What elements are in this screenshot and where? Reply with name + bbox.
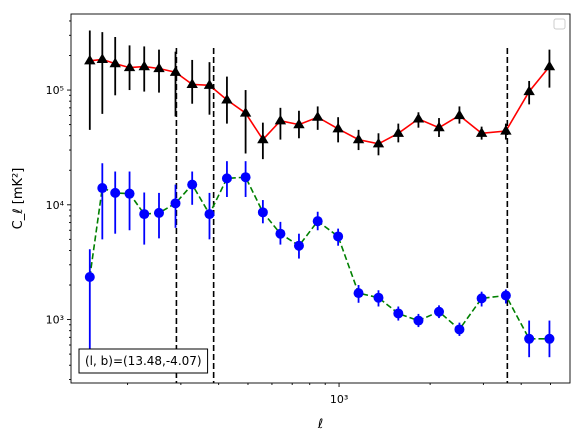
series-1-point-21: [454, 324, 465, 335]
series-0: [84, 30, 556, 160]
ticks-layer: 10³ 10⁴ 10⁵ 10³: [46, 20, 551, 406]
series-0-point-9: [221, 93, 233, 104]
series-0-point-22: [475, 127, 488, 137]
series-0-point-24: [523, 85, 535, 96]
series-1-point-18: [393, 308, 404, 319]
series-0-point-1: [96, 53, 109, 63]
series-1-point-11: [257, 207, 268, 218]
legend-box: [553, 18, 566, 30]
series-1-point-2: [110, 187, 121, 198]
series-0-point-12: [274, 114, 287, 125]
series-0-point-4: [138, 60, 150, 71]
plot-layer: [84, 30, 556, 383]
series-0-point-14: [311, 111, 324, 121]
series-1-point-9: [221, 173, 232, 184]
series-1-point-24: [524, 333, 535, 344]
series-0-point-0: [84, 54, 96, 65]
y-tick-label-1: 10⁴: [46, 199, 65, 212]
series-1-point-4: [139, 209, 150, 220]
series-1: [84, 161, 555, 359]
series-1-point-25: [544, 333, 555, 344]
x-axis-label: ℓ: [317, 417, 323, 432]
series-1-point-12: [275, 228, 286, 239]
series-1-point-17: [373, 292, 384, 303]
series-0-point-21: [453, 109, 466, 120]
y-axis-label: C_ℓ [mK²]: [11, 168, 26, 230]
annotation-text: (l, b)=(13.48,-4.07): [85, 354, 202, 368]
series-1-point-19: [413, 315, 424, 326]
series-0-point-19: [412, 112, 425, 123]
series-0-point-2: [109, 57, 121, 68]
series-0-point-20: [433, 121, 445, 132]
y-tick-label-2: 10⁵: [46, 84, 64, 97]
series-0-point-15: [332, 122, 344, 133]
annotation-box: (l, b)=(13.48,-4.07): [78, 348, 209, 374]
series-0-point-7: [186, 78, 198, 89]
series-1-point-15: [333, 231, 344, 242]
series-0-point-16: [352, 133, 365, 144]
series-1-point-13: [293, 240, 304, 251]
series-1-point-1: [97, 183, 108, 194]
series-0-point-6: [169, 66, 182, 76]
x-tick-label-0: 10³: [330, 393, 348, 406]
series-1-point-8: [204, 209, 215, 220]
series-1-point-5: [153, 207, 164, 218]
series-1-point-7: [187, 179, 198, 190]
series-0-point-18: [392, 127, 405, 137]
y-tick-label-0: 10³: [46, 314, 64, 327]
series-1-point-22: [476, 293, 487, 304]
series-0-point-5: [153, 62, 165, 73]
series-1-point-16: [353, 288, 364, 299]
series-1-point-20: [434, 306, 445, 317]
series-1-point-0: [84, 271, 95, 282]
series-1-point-10: [240, 172, 251, 183]
series-1-point-6: [170, 198, 181, 209]
series-1-point-14: [312, 216, 323, 227]
series-0-point-11: [257, 133, 269, 144]
series-0-point-23: [500, 124, 512, 135]
series-1-point-3: [124, 188, 135, 199]
legend-frame: [553, 18, 566, 30]
series-0-point-3: [123, 61, 136, 72]
series-0-point-17: [372, 137, 385, 148]
plot-frame: [70, 13, 571, 384]
series-0-point-25: [543, 60, 556, 71]
series-0-point-10: [239, 107, 252, 117]
series-0-point-13: [293, 118, 305, 129]
series-1-point-23: [500, 290, 511, 301]
series-0-point-8: [203, 79, 216, 89]
